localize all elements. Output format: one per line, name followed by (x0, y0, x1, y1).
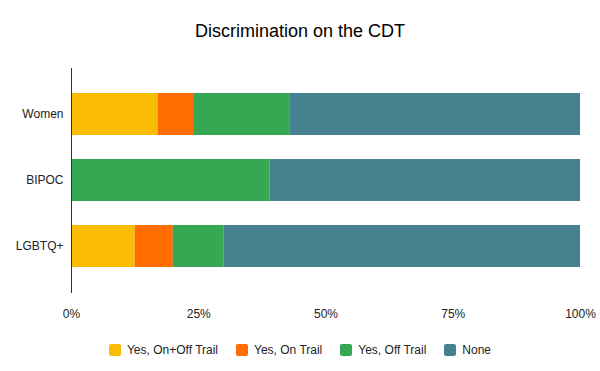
svg-text:100%: 100% (565, 307, 596, 321)
html-text:Yes, On Trail: Yes, On Trail (254, 343, 323, 357)
html-text:Yes, Off Trail: Yes, Off Trail (358, 343, 427, 357)
svg-text:25%: 25% (187, 307, 211, 321)
svg-text:BIPOC: BIPOC (26, 173, 64, 187)
svg-text:50%: 50% (314, 307, 338, 321)
svg-text:75%: 75% (441, 307, 465, 321)
html-text:Yes, On+Off Trail: Yes, On+Off Trail (127, 343, 218, 357)
html-text:Discrimination on the CDT: Discrimination on the CDT (195, 21, 405, 41)
svg-text:0%: 0% (63, 307, 81, 321)
svg-text:LGBTQ+: LGBTQ+ (16, 239, 64, 253)
html-text:None: None (462, 343, 491, 357)
svg-text:Women: Women (22, 107, 63, 121)
